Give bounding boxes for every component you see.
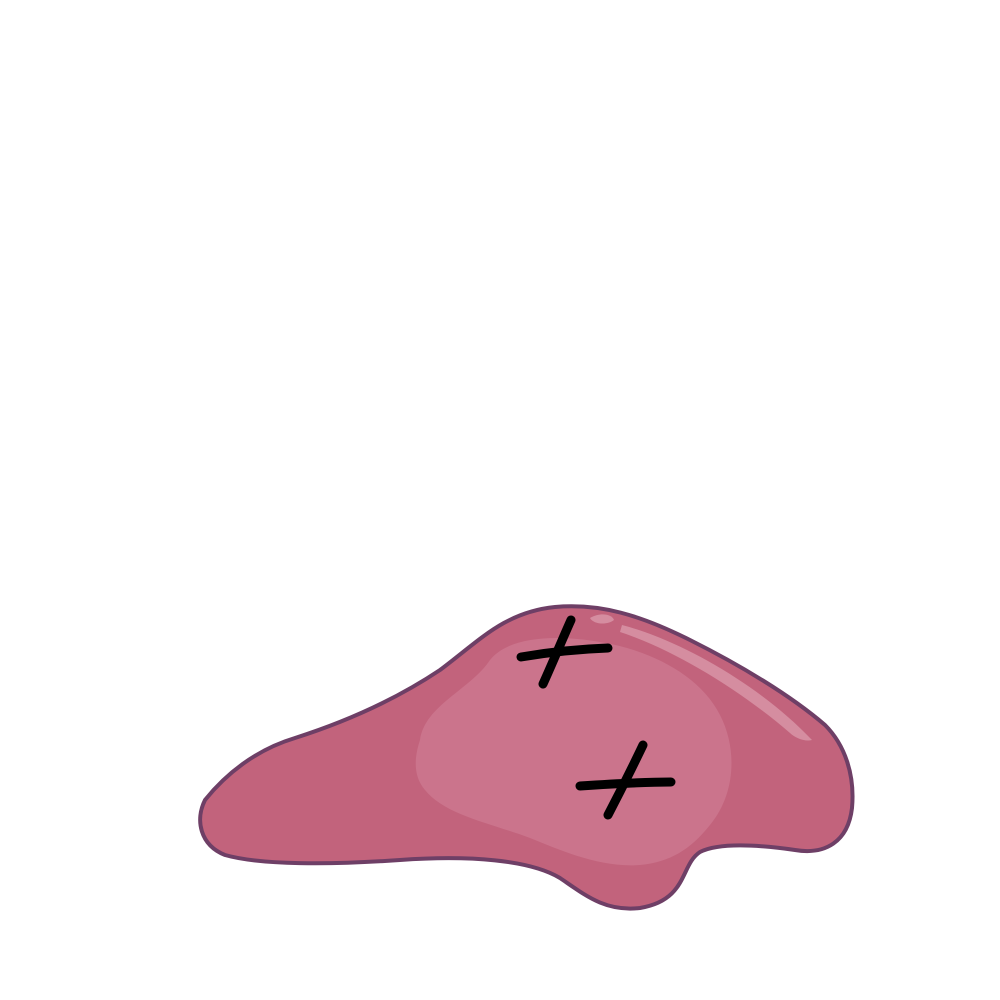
blob-illustration [0, 0, 1000, 1000]
illustration-canvas [0, 0, 1000, 1000]
